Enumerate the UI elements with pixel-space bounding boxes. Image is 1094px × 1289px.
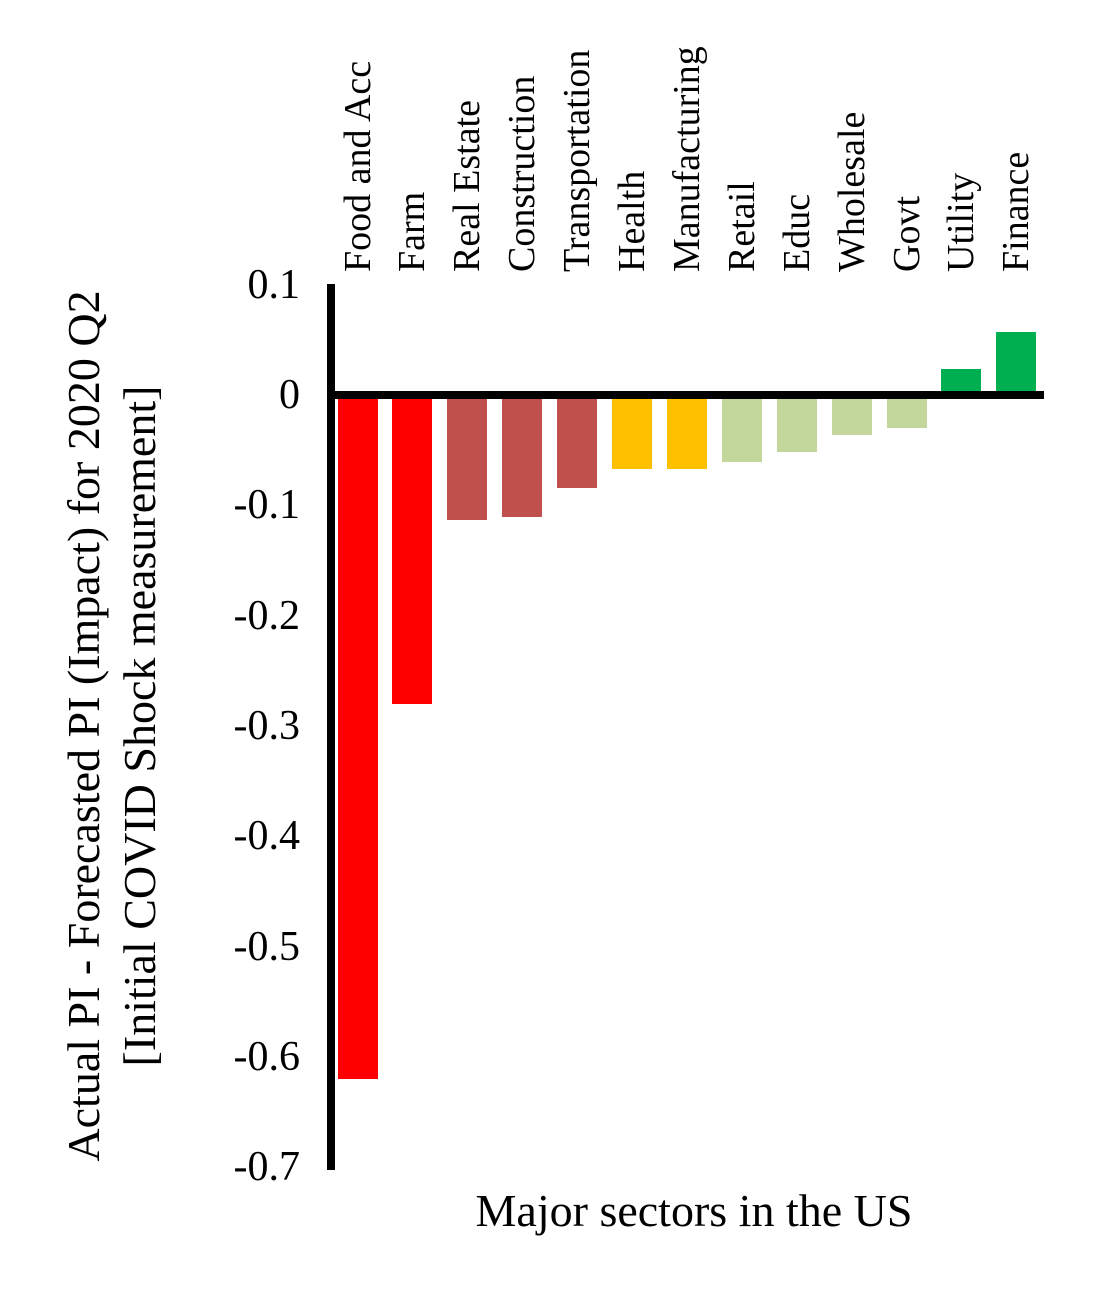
bar-wholesale	[831, 395, 872, 435]
y-tick-label--0.7: -0.7	[233, 1144, 301, 1191]
bar-health	[612, 395, 652, 469]
bar-utility	[941, 368, 982, 395]
bar-govt	[886, 395, 927, 429]
category-label-construction: Construction	[501, 75, 544, 272]
x-axis-title: Major sectors in the US	[475, 1185, 913, 1236]
y-axis-line	[327, 284, 335, 1170]
bar-real-estate	[447, 395, 488, 520]
category-label-food-and-acc: Food and Acc	[336, 60, 379, 272]
bar-retail	[721, 395, 762, 463]
y-tick-label--0.1: -0.1	[233, 482, 301, 529]
y-tick-label-0.1: 0.1	[247, 261, 301, 308]
y-tick-label--0.6: -0.6	[233, 1033, 301, 1080]
y-tick-label--0.4: -0.4	[233, 813, 301, 860]
category-label-finance: Finance	[995, 151, 1038, 272]
y-axis-title: Actual PI - Forecasted PI (Impact) for 2…	[56, 290, 168, 1161]
bar-farm	[392, 395, 433, 704]
category-label-real-estate: Real Estate	[446, 100, 489, 272]
y-axis-title-line-1: Actual PI - Forecasted PI (Impact) for 2…	[58, 290, 109, 1162]
bar-construction	[502, 395, 543, 518]
category-label-wholesale: Wholesale	[830, 111, 873, 272]
y-tick-label-0: 0	[279, 372, 300, 418]
y-axis-title-line-2: [Initial COVID Shock measurement]	[114, 385, 165, 1067]
category-label-transportation: Transportation	[556, 49, 599, 272]
category-label-health: Health	[611, 170, 653, 272]
y-tick-label--0.2: -0.2	[233, 592, 301, 639]
category-label-manufacturing: Manufacturing	[665, 46, 708, 272]
category-label-utility: Utility	[940, 172, 983, 272]
bar-educ	[776, 395, 817, 453]
category-label-govt: Govt	[885, 196, 928, 272]
category-label-educ: Educ	[775, 193, 818, 272]
y-tick-label--0.3: -0.3	[233, 702, 301, 749]
bar-finance	[996, 332, 1037, 395]
bar-manufacturing	[666, 395, 707, 469]
y-tick-label--0.5: -0.5	[233, 923, 301, 970]
bar-transportation	[557, 395, 598, 488]
zero-baseline	[327, 391, 1044, 399]
category-label-retail: Retail	[720, 181, 763, 272]
category-label-farm: Farm	[391, 191, 434, 272]
bar-food-and-acc	[337, 395, 378, 1079]
